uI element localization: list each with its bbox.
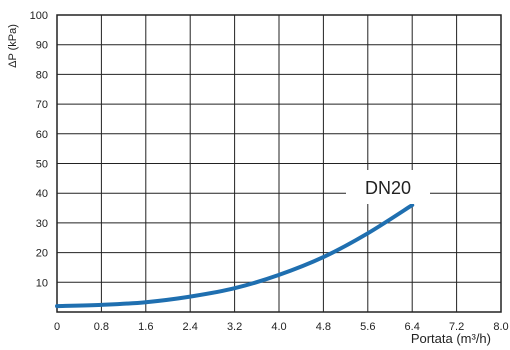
x-tick-label: 4.8 [316, 321, 331, 333]
x-tick-label: 7.2 [449, 321, 464, 333]
series-label-background [346, 170, 430, 204]
y-tick-label: 10 [36, 277, 48, 289]
x-tick-label: 0 [54, 321, 60, 333]
x-tick-label: 5.6 [360, 321, 375, 333]
y-tick-label: 50 [36, 159, 48, 171]
chart-grid [57, 15, 501, 312]
x-axis-label: Portata (m³/h) [411, 331, 491, 346]
tick-labels: 0 0.8 1.6 2.4 3.2 4.0 4.8 5.6 6.4 7.2 8.0 10 20 30 40 5… [30, 10, 509, 333]
x-tick-label: 2.4 [183, 321, 198, 333]
plot-frame [56, 14, 502, 313]
y-tick-label: 40 [36, 188, 48, 200]
y-tick-label: 30 [36, 218, 48, 230]
x-tick-label: 4.0 [271, 321, 286, 333]
x-tick-label: 3.2 [227, 321, 242, 333]
x-tick-label: 0.8 [94, 321, 109, 333]
y-tick-label: 80 [36, 69, 48, 81]
x-tick-label: 8.0 [493, 321, 508, 333]
x-tick-label: 1.6 [138, 321, 153, 333]
y-tick-label: 60 [36, 129, 48, 141]
y-tick-label: 90 [36, 40, 48, 52]
y-tick-label: 100 [30, 10, 48, 22]
y-tick-label: 70 [36, 99, 48, 111]
y-axis-label: ΔP (kPa) [7, 24, 19, 68]
x-tick-label: 6.4 [405, 321, 420, 333]
series-line-0 [55, 203, 415, 309]
series-lines [55, 203, 415, 309]
series-label-dn20: DN20 [365, 178, 411, 198]
y-tick-label: 20 [36, 248, 48, 260]
